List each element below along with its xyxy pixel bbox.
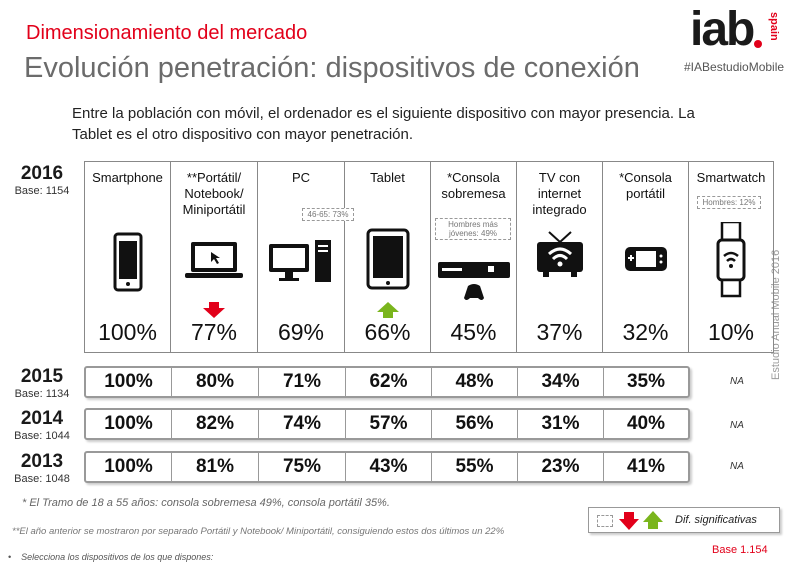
base-note: Base 1.154 [712,544,768,556]
down-arrow-icon [619,512,639,535]
device-value: 69% [277,319,325,345]
device-label: **Portátil/ Notebook/ Miniportátil [182,170,246,217]
year-2016-label: 2016 Base: 1154 [10,163,74,197]
device-label: TV con internet integrado [532,170,587,217]
device-cell-laptop: **Portátil/ Notebook/ Miniportátil 77% [171,162,258,352]
device-cell-smart-tv: TV con internet integrado 37% [517,162,603,352]
history-value: 80% [172,368,259,396]
history-value: 74% [259,410,346,438]
device-cell-smartphone: Smartphone 100% [85,162,171,352]
history-row-2015: 100% 80% 71% 62% 48% 34% 35% [84,366,690,398]
device-cell-console: *Consola sobremesa Hombres más jóvenes: … [431,162,517,352]
history-value: 71% [259,368,346,396]
history-value: 55% [432,453,518,481]
year-text: 2014 [20,408,64,429]
device-label: PC [291,170,311,185]
device-cell-handheld-console: *Consola portátil 32% [603,162,689,352]
device-value: 77% [190,319,238,345]
device-label: Smartphone [92,170,163,185]
device-cell-tablet: Tablet 66% [345,162,431,352]
history-value: 48% [432,368,518,396]
history-value: 40% [626,413,666,434]
base-text: Base: 1048 [14,473,70,485]
device-label: *Consola portátil [619,170,672,201]
devices-2016-grid: Smartphone 100% **Portátil/ Notebook/ Mi… [84,161,774,353]
page-title: Evolución penetración: dispositivos de c… [24,52,640,84]
game-console-icon [437,262,510,313]
history-row-2014: 100% 82% 74% 57% 56% 31% 40% [84,408,690,440]
year-2013-label: 2013 Base: 1048 [10,451,74,485]
base-text: Base: 1044 [14,430,70,442]
pc-callout: 46-65: 73% [302,208,354,221]
console-callout: Hombres más jóvenes: 49% [435,218,511,240]
history-value: 81% [172,453,259,481]
na-label: NA [730,461,744,472]
device-value: 37% [536,319,583,345]
device-value: 66% [364,319,411,345]
logo-dot [754,40,762,48]
history-value: 35% [626,371,666,392]
legend-label: Dif. significativas [675,514,757,526]
hashtag: #IABestudioMobile [684,60,785,74]
device-value: 32% [622,319,669,345]
history-value: 23% [518,453,604,481]
device-cell-pc: PC 46-65: 73% 69% [258,162,354,352]
section-kicker: Dimensionamiento del mercado [26,22,308,44]
year-2014-label: 2014 Base: 1044 [10,408,74,442]
history-value: 41% [626,456,666,477]
device-label: *Consola sobremesa [441,170,506,201]
base-text: Base: 1134 [14,388,70,400]
history-value: 75% [259,453,346,481]
history-row-2013: 100% 81% 75% 43% 55% 23% 41% [84,451,690,483]
footnote-question: • Selecciona los dispositivos de los que… [8,552,214,562]
base-text: Base: 1154 [14,185,70,197]
footnote-question-text: Selecciona los dispositivos de los que d… [21,552,214,562]
down-arrow-icon [203,302,225,323]
device-value: 10% [707,319,755,345]
history-value: 31% [518,410,604,438]
laptop-icon [185,240,243,285]
footnote-age-range: * El Tramo de 18 a 55 años: consola sobr… [22,497,390,509]
device-cell-smartwatch: Smartwatch Hombres: 12% 10% [689,162,773,352]
year-text: 2013 [20,451,64,472]
history-value: 100% [86,453,172,481]
logo-text: iab [690,3,755,56]
history-value: 100% [86,368,172,396]
significance-legend: Dif. significativas [588,507,780,533]
history-value: 43% [346,453,432,481]
callout-legend-icon [597,515,613,527]
tablet-icon [366,228,410,295]
up-arrow-icon [643,511,663,534]
na-label: NA [730,420,744,431]
history-value: 100% [86,410,172,438]
smart-tv-icon [535,230,585,283]
smartwatch-icon [716,220,746,303]
smartphone-icon [113,232,143,297]
na-label: NA [730,376,744,387]
device-label: Tablet [370,170,405,185]
footnote-laptop: **El año anterior se mostraron por separ… [12,526,505,537]
device-value: 100% [98,319,157,345]
history-value: 34% [518,368,604,396]
handheld-console-icon [624,246,668,277]
year-text: 2015 [20,366,64,387]
iab-spain-logo: iab spain [690,3,790,56]
history-value: 82% [172,410,259,438]
desktop-pc-icon [269,240,333,289]
logo-sub-text: spain [768,12,780,41]
up-arrow-icon [376,302,399,323]
device-value: 45% [450,319,497,345]
smartwatch-callout: Hombres: 12% [697,196,761,209]
intro-text: Entre la población con móvil, el ordenad… [72,105,695,143]
device-label: Smartwatch [696,170,766,185]
history-value: 56% [432,410,518,438]
history-value: 57% [346,410,432,438]
history-value: 62% [346,368,432,396]
year-text: 2016 [20,163,64,184]
year-2015-label: 2015 Base: 1134 [10,366,74,400]
